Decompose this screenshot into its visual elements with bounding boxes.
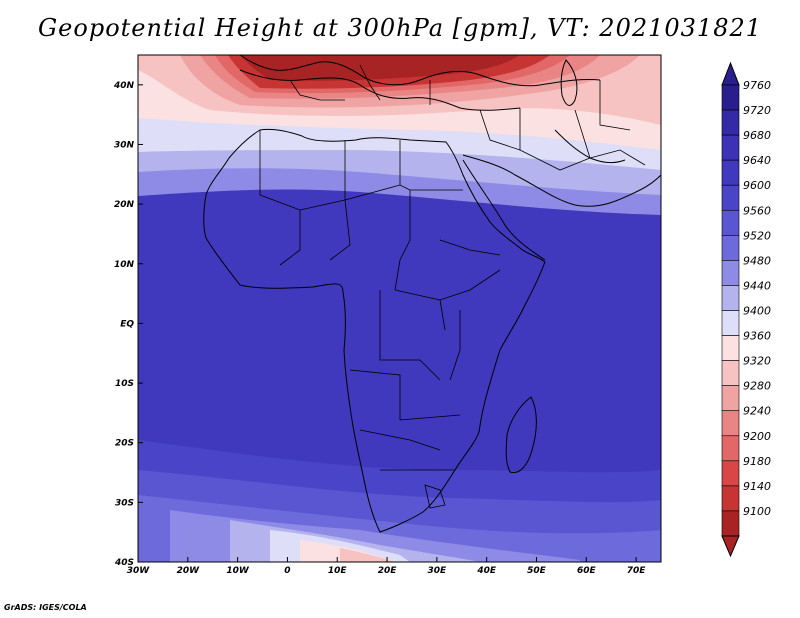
colorbar-swatch	[721, 184, 740, 211]
x-tick-label: 40E	[476, 566, 497, 576]
y-tick-label: 40N	[113, 81, 135, 91]
coastlines	[203, 55, 661, 533]
border-segment	[279, 210, 301, 266]
border-segment	[359, 64, 381, 101]
country-borders	[259, 64, 646, 509]
y-tick-label: 20N	[114, 200, 135, 210]
colorbar-swatch	[721, 460, 740, 487]
colorbar: 9760 9720 9680 9640 9600 9560 9520 9480 9440 9400…	[721, 61, 771, 558]
colorbar-swatch	[721, 159, 740, 186]
colorbar-swatch	[721, 285, 740, 311]
x-tick-label: 10E	[328, 566, 348, 576]
colorbar-swatch	[721, 385, 740, 412]
border-segment	[439, 299, 446, 331]
africa-coastline	[203, 129, 546, 533]
x-tick-label: 30E	[428, 566, 448, 576]
colorbar-swatch	[721, 209, 740, 236]
colorbar-label: 9440	[743, 279, 771, 292]
colorbar-swatch	[721, 235, 740, 261]
colorbar-label: 9100	[743, 505, 771, 518]
arabia-coastline	[462, 154, 661, 207]
colorbar-swatch	[721, 109, 740, 136]
border-segment	[259, 130, 411, 211]
x-tick-label: 60E	[577, 566, 597, 576]
y-tick-label: 10N	[114, 260, 135, 270]
madagascar-coastline	[505, 396, 537, 474]
y-tick-label: 10S	[115, 379, 134, 389]
plot-frame	[137, 54, 662, 563]
field-band-9140	[240, 55, 520, 81]
colorbar-swatch	[721, 360, 740, 386]
colorbar-label: 9400	[743, 305, 771, 318]
x-tick-label: 0	[284, 566, 290, 576]
europe-coastline	[239, 55, 601, 87]
colorbar-top-arrow	[721, 61, 740, 86]
border-segment	[359, 429, 441, 451]
border-segment	[394, 269, 501, 301]
y-tick-label: 40S	[114, 558, 134, 568]
border-segment	[479, 109, 521, 151]
colorbar-label: 9240	[743, 405, 771, 418]
colorbar-swatch	[721, 310, 740, 336]
border-segment	[449, 310, 461, 381]
map-title: Geopotential Height at 300hPa [gpm], VT:…	[38, 14, 762, 42]
red-sea-coastline	[462, 159, 546, 261]
border-segment	[394, 190, 411, 291]
border-segment	[349, 369, 401, 420]
colorbar-label: 9520	[743, 229, 771, 242]
colorbar-swatch	[721, 134, 740, 161]
colorbar-swatch	[721, 260, 740, 286]
colorbar-bottom-arrow	[721, 535, 740, 558]
colorbar-swatch	[721, 335, 740, 361]
border-segment	[289, 79, 345, 101]
field-band-south-9320	[340, 548, 395, 562]
colorbar-label: 9140	[743, 480, 771, 493]
colorbar-label: 9200	[743, 430, 771, 443]
mediterranean-north-coast	[239, 69, 521, 111]
colorbar-label: 9480	[743, 254, 771, 267]
colorbar-label: 9760	[743, 79, 771, 92]
colorbar-label: 9360	[743, 330, 771, 343]
border-segment	[519, 108, 591, 171]
colorbar-label: 9720	[743, 104, 771, 117]
border-segment	[424, 484, 446, 509]
colorbar-swatch	[721, 410, 740, 437]
y-tick-label: EQ	[120, 319, 134, 329]
x-tick-label: 10W	[226, 566, 250, 576]
colorbar-label: 9280	[743, 380, 771, 393]
border-segment	[574, 109, 646, 166]
caspian-coastline	[560, 59, 578, 106]
colorbar-label: 9680	[743, 129, 771, 142]
colorbar-label: 9640	[743, 154, 771, 167]
y-tick-label: 30N	[114, 140, 135, 150]
geopotential-field	[138, 55, 661, 562]
y-tick-label: 30S	[115, 498, 134, 508]
border-segment	[379, 290, 441, 381]
colorbar-swatch	[721, 435, 740, 462]
x-tick-label: 70E	[627, 566, 647, 576]
border-segment	[399, 414, 461, 421]
x-tick-label: 50E	[527, 566, 547, 576]
x-tick-label: 30W	[127, 566, 151, 576]
colorbar-label: 9560	[743, 204, 771, 217]
colorbar-label: 9320	[743, 355, 771, 368]
map-axes: 30W 20W 10W 0 10E 20E 30E 40E 50E 60E 70E 40N 30N 20N…	[113, 81, 646, 576]
colorbar-swatch	[721, 84, 740, 111]
border-segment	[599, 80, 631, 131]
footer-credit: GrADS: IGES/COLA	[4, 603, 87, 612]
border-segment	[439, 239, 501, 256]
colorbar-label: 9600	[743, 179, 771, 192]
border-segment	[329, 199, 351, 261]
y-tick-label: 20S	[115, 439, 134, 449]
x-tick-label: 20W	[177, 566, 201, 576]
x-tick-label: 20E	[378, 566, 398, 576]
colorbar-swatch	[721, 485, 740, 512]
colorbar-label: 9180	[743, 455, 771, 468]
colorbar-swatch	[721, 510, 740, 537]
